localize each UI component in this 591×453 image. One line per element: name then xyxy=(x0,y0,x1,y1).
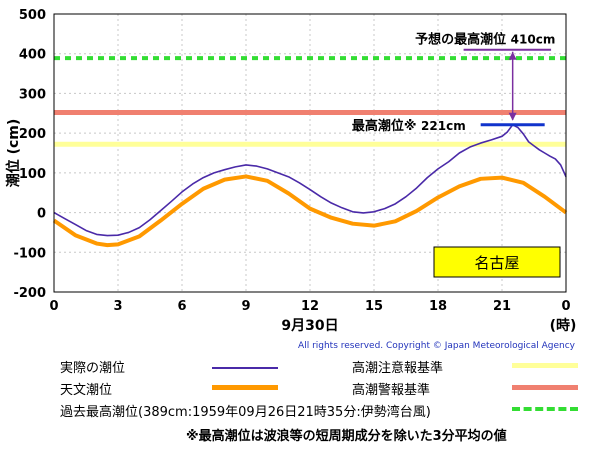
x-tick-label: 21 xyxy=(493,299,511,314)
x-tick-labels: 0 3 6 9 12 15 18 21 0 xyxy=(49,299,570,314)
predicted-max-label: 予想の最高潮位 410cm xyxy=(415,32,555,48)
y-tick-label: 300 xyxy=(19,87,46,102)
legend-label-warning: 高潮警報基準 xyxy=(352,383,431,398)
copyright-text: All rights reserved. Copyright © Japan M… xyxy=(298,341,576,351)
y-tick-label: 200 xyxy=(19,127,46,142)
y-tick-labels: 500 400 300 200 100 0 -100 -200 xyxy=(13,8,46,301)
y-tick-label: 0 xyxy=(37,207,46,222)
legend-label-record: 過去最高潮位(389cm:1959年09月26日21時35分:伊勢湾台風) xyxy=(60,405,431,420)
legend-line-astronomical xyxy=(212,385,278,390)
legend-line-actual xyxy=(212,367,278,369)
astronomical-tide-line xyxy=(52,174,568,248)
x-tick-label: 0 xyxy=(49,299,58,314)
observed-max-label: 最高潮位※ 221cm xyxy=(352,118,466,134)
footnote: ※最高潮位は波浪等の短周期成分を除いた3分平均の値 xyxy=(186,429,507,444)
x-tick-label: 6 xyxy=(177,299,186,314)
station-box xyxy=(433,246,561,278)
y-axis-label: 潮位 (cm) xyxy=(5,119,22,188)
legend-label-astronomical: 天文潮位 xyxy=(60,383,113,398)
reference-lines xyxy=(54,56,566,147)
legend-line-caution xyxy=(512,363,578,368)
legend-line-warning xyxy=(512,385,578,390)
annotations: 予想の最高潮位 410cm 最高潮位※ 221cm xyxy=(352,32,555,134)
plot-border xyxy=(53,13,567,293)
x-tick-label: 18 xyxy=(429,299,447,314)
y-tick-label: -100 xyxy=(13,246,46,261)
legend-label-caution: 高潮注意報基準 xyxy=(352,361,444,376)
connector-arrow-up xyxy=(508,51,517,60)
actual-tide-line xyxy=(53,124,567,237)
connector-arrow-down xyxy=(508,112,517,121)
series-group xyxy=(52,124,568,248)
x-tick-label: 0 xyxy=(561,299,570,314)
y-tick-label: -200 xyxy=(13,286,46,301)
x-tick-label: 15 xyxy=(365,299,383,314)
x-tick-label: 12 xyxy=(301,299,319,314)
x-axis-unit-label: (時) xyxy=(550,317,577,334)
legend-label-actual: 実際の潮位 xyxy=(60,361,126,376)
legend-line-record xyxy=(512,407,578,411)
y-tick-label: 400 xyxy=(19,48,46,63)
y-tick-label: 500 xyxy=(19,8,46,23)
station-name: 名古屋 xyxy=(474,254,519,272)
x-tick-label: 9 xyxy=(241,299,250,314)
x-tick-label: 3 xyxy=(113,299,122,314)
x-axis-date-label: 9月30日 xyxy=(281,318,338,334)
y-tick-label: 100 xyxy=(19,167,46,182)
